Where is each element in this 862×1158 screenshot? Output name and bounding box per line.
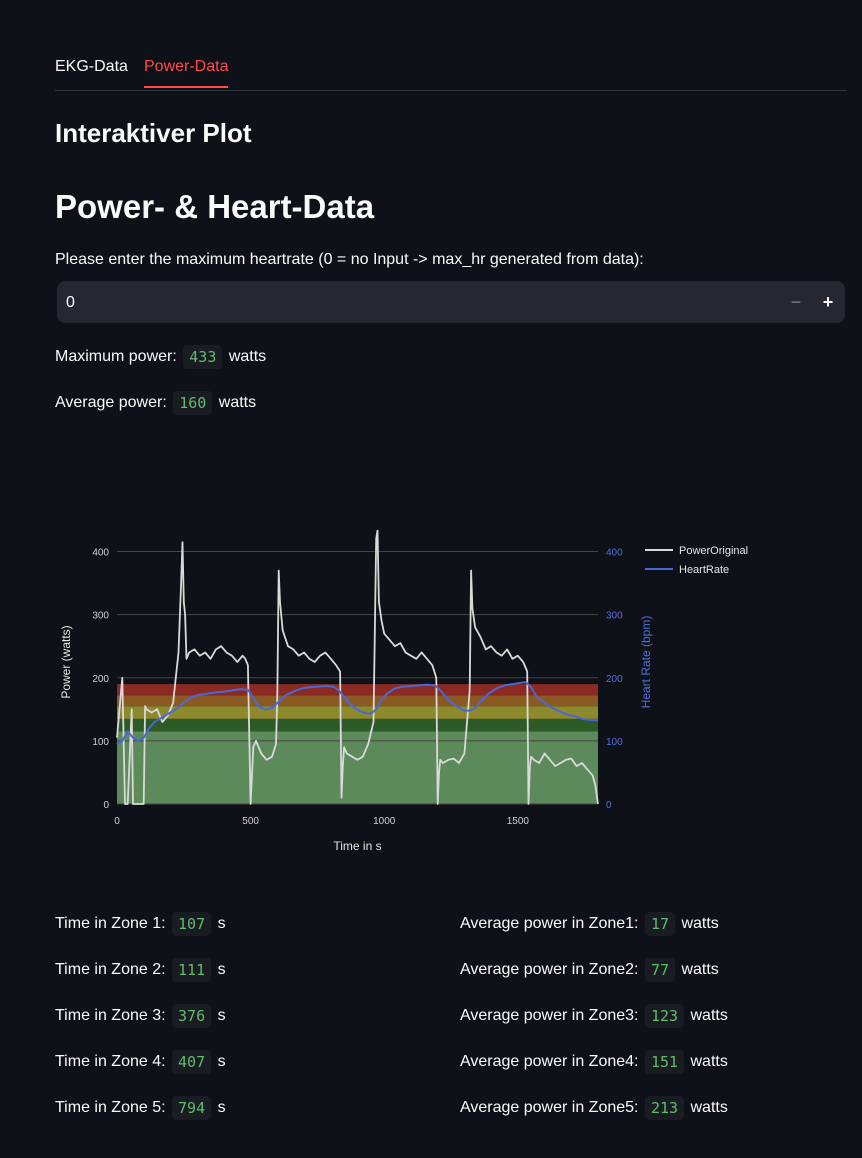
time-in-zone-1: Time in Zone 1: 107 s bbox=[55, 912, 226, 936]
avg-power-in-zone-unit: watts bbox=[681, 915, 719, 933]
max-power-value: 433 bbox=[183, 345, 223, 369]
time-in-zone-value: 376 bbox=[172, 1004, 212, 1028]
avg-power-in-zone-label: Average power in Zone5: bbox=[460, 1099, 639, 1117]
time-in-zone-unit: s bbox=[217, 1053, 226, 1071]
y2-tick-label: 100 bbox=[606, 737, 623, 748]
x-tick-label: 1000 bbox=[373, 816, 396, 827]
x-tick-label: 1500 bbox=[507, 816, 530, 827]
subheader: Interaktiver Plot bbox=[55, 118, 252, 148]
time-in-zone-value: 794 bbox=[172, 1096, 212, 1120]
time-in-zone-5: Time in Zone 5: 794 s bbox=[55, 1096, 226, 1120]
avg-power-in-zone-label: Average power in Zone2: bbox=[460, 961, 639, 979]
y-tick-label: 100 bbox=[92, 737, 109, 748]
time-in-zone-3: Time in Zone 3: 376 s bbox=[55, 1004, 226, 1028]
max-hr-label: Please enter the maximum heartrate (0 = … bbox=[55, 251, 644, 268]
max-power-metric: Maximum power: 433 watts bbox=[55, 345, 266, 369]
max-hr-number-input: − + bbox=[57, 281, 845, 325]
hr-zone-band-2 bbox=[117, 718, 598, 732]
max-hr-field[interactable] bbox=[57, 281, 768, 325]
legend-entry: HeartRate bbox=[679, 564, 729, 576]
avg-power-value: 160 bbox=[173, 391, 213, 415]
avg-power-in-zone-label: Average power in Zone1: bbox=[460, 915, 639, 933]
x-axis-label: Time in s bbox=[333, 839, 381, 853]
y2-tick-label: 400 bbox=[606, 548, 623, 559]
hr-zone-band-5 bbox=[117, 684, 598, 696]
time-in-zone-value: 107 bbox=[172, 912, 212, 936]
time-in-zone-unit: s bbox=[217, 961, 226, 979]
tab-ekg-data[interactable]: EKG-Data bbox=[55, 58, 128, 75]
y2-tick-label: 0 bbox=[606, 800, 612, 811]
y-tick-label: 0 bbox=[103, 800, 109, 811]
avg-power-in-zone-3: Average power in Zone3: 123 watts bbox=[460, 1004, 728, 1028]
hr-zone-band-4 bbox=[117, 695, 598, 707]
avg-power-unit: watts bbox=[218, 394, 257, 412]
power-line bbox=[116, 529, 599, 805]
avg-power-in-zone-4: Average power in Zone4: 151 watts bbox=[460, 1050, 728, 1074]
tab-power-data[interactable]: Power-Data bbox=[144, 58, 229, 88]
avg-power-in-zone-unit: watts bbox=[690, 1099, 728, 1117]
time-in-zone-label: Time in Zone 4: bbox=[55, 1053, 166, 1071]
increment-button[interactable]: + bbox=[822, 292, 834, 312]
time-in-zone-2: Time in Zone 2: 111 s bbox=[55, 958, 226, 982]
max-power-unit: watts bbox=[228, 348, 267, 366]
avg-power-in-zone-value: 213 bbox=[644, 1096, 685, 1120]
max-power-label: Maximum power: bbox=[55, 348, 177, 366]
time-in-zone-unit: s bbox=[217, 1007, 226, 1025]
avg-power-in-zone-value: 123 bbox=[644, 1004, 685, 1028]
legend-entry: PowerOriginal bbox=[679, 545, 748, 557]
hr-zone-band-1 bbox=[117, 731, 598, 804]
power-heart-chart[interactable]: 0 100 200 300 400 0 100 200 300 400 0 500 1000 1500 Ti… bbox=[0, 520, 862, 860]
time-in-zone-label: Time in Zone 3: bbox=[55, 1007, 166, 1025]
heart-rate-line bbox=[116, 681, 598, 745]
x-tick-label: 0 bbox=[114, 816, 120, 827]
y2-tick-label: 200 bbox=[606, 674, 623, 685]
y-tick-label: 200 bbox=[92, 674, 109, 685]
time-in-zone-label: Time in Zone 2: bbox=[55, 961, 166, 979]
avg-power-in-zone-unit: watts bbox=[690, 1053, 728, 1071]
time-in-zone-label: Time in Zone 1: bbox=[55, 915, 166, 933]
avg-power-metric: Average power: 160 watts bbox=[55, 391, 256, 415]
avg-power-in-zone-value: 77 bbox=[644, 958, 675, 982]
avg-power-in-zone-unit: watts bbox=[690, 1007, 728, 1025]
tab-bar: EKG-Data Power-Data bbox=[55, 52, 847, 91]
avg-power-in-zone-value: 17 bbox=[644, 912, 675, 936]
hr-zone-band-3 bbox=[117, 706, 598, 719]
y2-tick-label: 300 bbox=[606, 611, 623, 622]
avg-power-in-zone-5: Average power in Zone5: 213 watts bbox=[460, 1096, 728, 1120]
time-in-zone-label: Time in Zone 5: bbox=[55, 1099, 166, 1117]
y-tick-label: 400 bbox=[92, 548, 109, 559]
y-tick-label: 300 bbox=[92, 611, 109, 622]
avg-power-label: Average power: bbox=[55, 394, 167, 412]
avg-power-in-zone-label: Average power in Zone3: bbox=[460, 1007, 639, 1025]
time-in-zone-value: 407 bbox=[172, 1050, 212, 1074]
avg-power-in-zone-2: Average power in Zone2: 77 watts bbox=[460, 958, 719, 982]
avg-power-in-zone-unit: watts bbox=[681, 961, 719, 979]
avg-power-in-zone-label: Average power in Zone4: bbox=[460, 1053, 639, 1071]
x-tick-label: 500 bbox=[242, 816, 259, 827]
y2-axis-label: Heart Rate (bpm) bbox=[639, 616, 653, 709]
time-in-zone-unit: s bbox=[217, 915, 226, 933]
page-title: Power- & Heart-Data bbox=[55, 188, 375, 225]
decrement-button[interactable]: − bbox=[790, 292, 802, 312]
time-in-zone-value: 111 bbox=[172, 958, 212, 982]
avg-power-in-zone-1: Average power in Zone1: 17 watts bbox=[460, 912, 719, 936]
avg-power-in-zone-value: 151 bbox=[644, 1050, 685, 1074]
y-axis-label: Power (watts) bbox=[59, 625, 73, 698]
time-in-zone-4: Time in Zone 4: 407 s bbox=[55, 1050, 226, 1074]
time-in-zone-unit: s bbox=[217, 1099, 226, 1117]
